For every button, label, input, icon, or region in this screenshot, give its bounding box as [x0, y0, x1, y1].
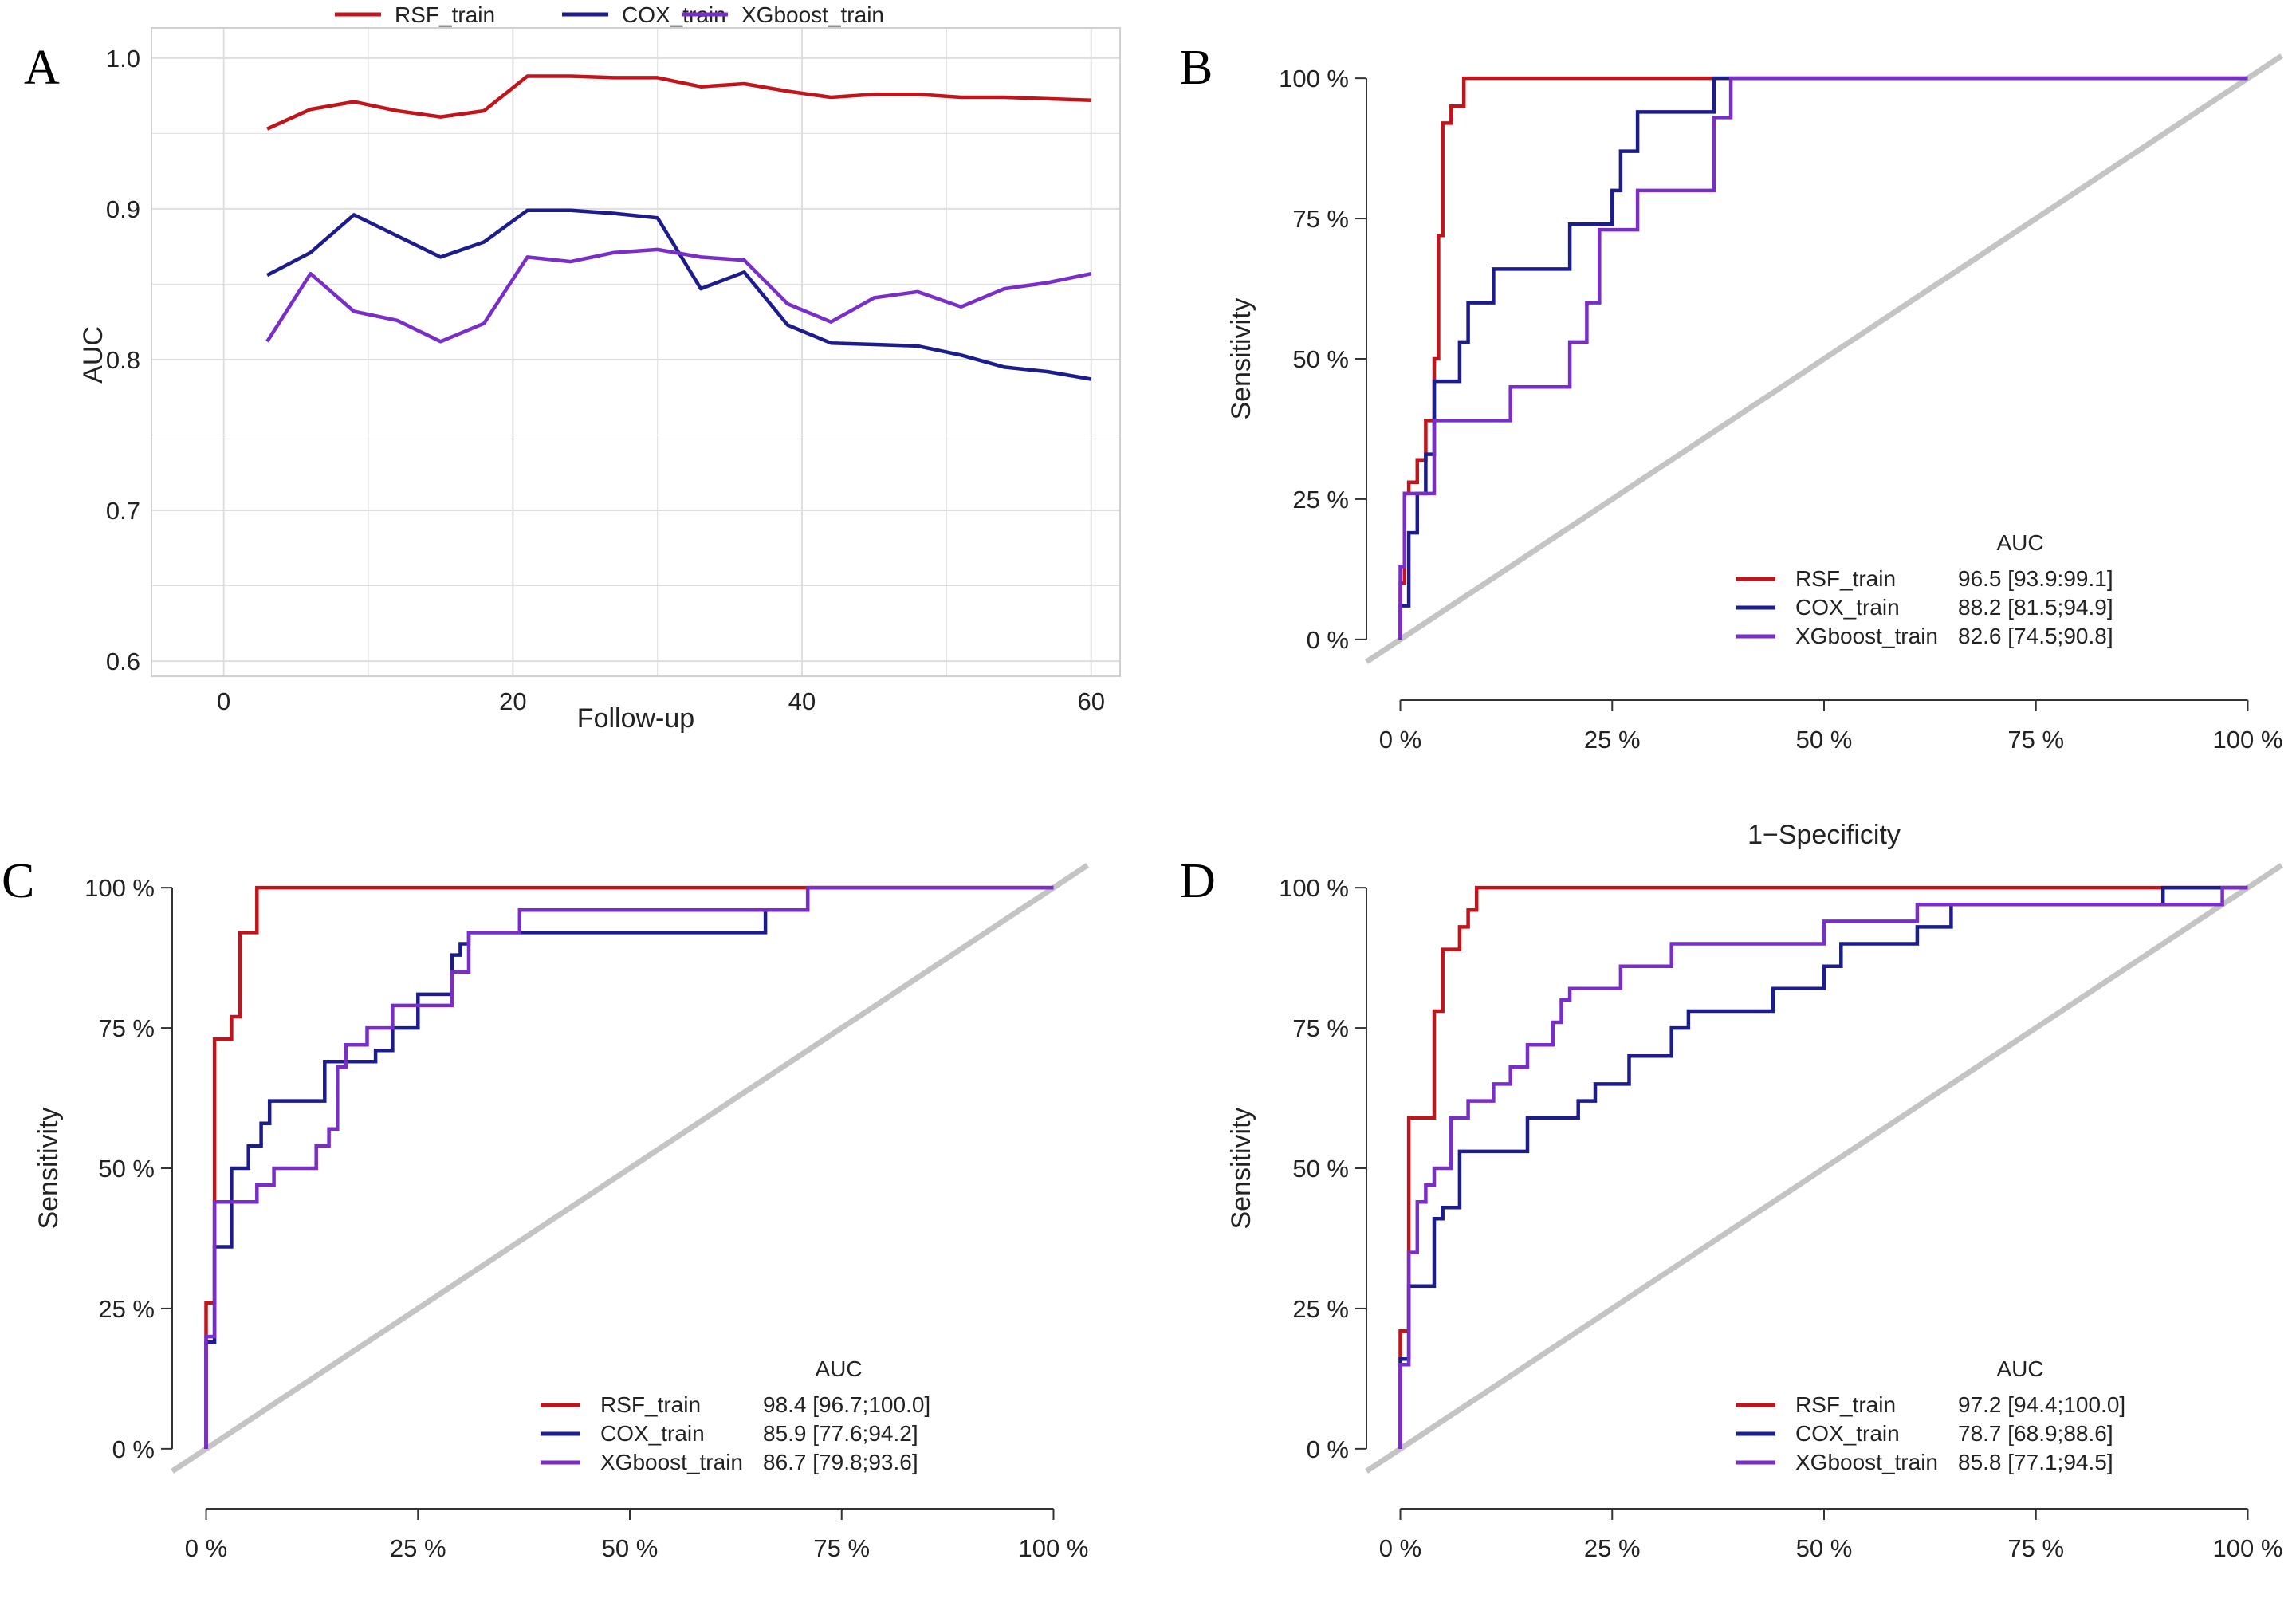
y-tick-label: 0.7	[106, 497, 140, 525]
panel-label: D	[1180, 854, 1216, 908]
y-axis-label: Sensitivity	[33, 1107, 64, 1229]
legend-name: COX_train	[1795, 595, 1900, 620]
panel-label: B	[1180, 41, 1213, 95]
x-tick-label: 75 %	[2007, 1534, 2064, 1562]
x-tick-label: 25 %	[1584, 1534, 1641, 1562]
y-axis-label: Sensitivity	[1226, 297, 1256, 419]
x-tick-label: 100 %	[2213, 1534, 2283, 1562]
series-line-xgb	[265, 247, 1092, 344]
y-tick-label: 100 %	[1279, 874, 1349, 902]
x-tick-label: 100 %	[2213, 726, 2283, 754]
y-tick-label: 0 %	[112, 1435, 155, 1463]
roc-curve-rsf	[204, 885, 1054, 1449]
legend-title: AUC	[1996, 1356, 2043, 1381]
legend-label: RSF_train	[395, 2, 495, 27]
diagonal-reference-line	[1365, 863, 2283, 1474]
diagonal-reference-line	[1365, 53, 2283, 664]
y-tick-label: 1.0	[106, 45, 140, 73]
roc-curve-cox	[1398, 885, 2248, 1449]
x-axis-label: Follow-up	[577, 703, 694, 734]
roc-curve-xgb	[1398, 885, 2248, 1449]
x-tick-label: 50 %	[602, 1534, 659, 1562]
legend-value: 86.7 [79.8;93.6]	[763, 1450, 918, 1474]
y-tick-label: 75 %	[1292, 1014, 1349, 1042]
x-tick-label: 0 %	[1379, 1534, 1421, 1562]
x-tick-label: 50 %	[1796, 1534, 1853, 1562]
series-line-rsf	[266, 74, 1091, 131]
legend-value: 82.6 [74.5;90.8]	[1958, 624, 2113, 648]
roc-curve-xgb	[1398, 76, 2248, 640]
legend-value: 96.5 [93.9:99.1]	[1958, 566, 2113, 591]
legend-name: COX_train	[600, 1421, 705, 1446]
y-tick-label: 100 %	[85, 874, 155, 902]
legend-name: XGboost_train	[1795, 1450, 1938, 1474]
legend-value: 98.4 [96.7;100.0]	[763, 1392, 930, 1417]
x-tick-label: 20	[499, 687, 526, 715]
x-tick-label: 0 %	[1379, 726, 1421, 754]
legend-value: 78.7 [68.9;88.6]	[1958, 1421, 2113, 1446]
y-tick-label: 50 %	[1292, 1155, 1349, 1183]
y-tick-label: 50 %	[98, 1155, 155, 1183]
x-tick-label: 0 %	[185, 1534, 227, 1562]
plot-border	[151, 27, 1121, 677]
legend-value: 97.2 [94.4;100.0]	[1958, 1392, 2125, 1417]
x-tick-label: 0	[217, 687, 230, 715]
roc-curve-cox	[1398, 76, 2248, 640]
y-tick-label: 75 %	[1292, 205, 1349, 233]
y-tick-label: 25 %	[1292, 1295, 1349, 1323]
y-tick-label: 0 %	[1307, 1435, 1349, 1463]
x-tick-label: 25 %	[1584, 726, 1641, 754]
legend-title: AUC	[1996, 530, 2043, 555]
x-tick-label: 60	[1077, 687, 1104, 715]
legend-name: RSF_train	[600, 1392, 701, 1417]
x-tick-label: 75 %	[2007, 726, 2064, 754]
legend-value: 85.8 [77.1;94.5]	[1958, 1450, 2113, 1474]
diagonal-reference-line	[171, 863, 1089, 1474]
y-tick-label: 100 %	[1279, 65, 1349, 93]
legend-name: RSF_train	[1795, 566, 1896, 591]
x-axis-label: 1−Specificity	[1748, 820, 1901, 850]
legend-name: COX_train	[1795, 1421, 1900, 1446]
x-tick-label: 40	[788, 687, 816, 715]
legend-label: XGboost_train	[741, 2, 884, 27]
legend-value: 88.2 [81.5;94.9]	[1958, 595, 2113, 620]
legend-name: RSF_train	[1795, 1392, 1896, 1417]
y-tick-label: 0.9	[106, 195, 140, 223]
roc-curve-xgb	[204, 885, 1054, 1449]
y-axis-label: AUC	[78, 326, 108, 384]
roc-curve-rsf	[1398, 885, 2248, 1449]
y-axis-label: Sensitivity	[1226, 1107, 1256, 1229]
x-tick-label: 50 %	[1796, 726, 1853, 754]
panel-b-roc: B 0 % 25 % 50 % 75 % 100 % 0 % 25 % 50 % 75 % 100 …	[1180, 41, 2283, 850]
y-tick-label: 0.6	[106, 648, 140, 675]
y-tick-label: 50 %	[1292, 345, 1349, 373]
panel-label: A	[24, 41, 60, 95]
legend-name: XGboost_train	[1795, 624, 1938, 648]
x-tick-label: 100 %	[1019, 1534, 1089, 1562]
x-tick-label: 25 %	[390, 1534, 446, 1562]
y-tick-label: 75 %	[98, 1014, 155, 1042]
y-tick-label: 0 %	[1307, 626, 1349, 654]
panel-d-roc: D 0 % 25 % 50 % 75 % 100 % 0 % 25 % 50 % 75 % 100 …	[1180, 854, 2283, 1562]
y-tick-label: 25 %	[98, 1295, 155, 1323]
legend-name: XGboost_train	[600, 1450, 743, 1474]
panel-label: C	[2, 854, 34, 908]
series-line-cox	[266, 208, 1092, 381]
legend-value: 85.9 [77.6;94.2]	[763, 1421, 918, 1446]
y-tick-label: 25 %	[1292, 486, 1349, 514]
x-tick-label: 75 %	[813, 1534, 870, 1562]
y-tick-label: 0.8	[106, 346, 140, 374]
panel-c-roc: C 0 % 25 % 50 % 75 % 100 % 0 % 25 % 50 % 75 % 100 …	[2, 854, 1089, 1562]
panel-a-auc-over-time: A 0.6 0.7 0.8 0.9 1.0 0 20 40 60 Follow-up AUC RSF_t…	[24, 2, 1121, 734]
legend-title: AUC	[815, 1356, 862, 1381]
